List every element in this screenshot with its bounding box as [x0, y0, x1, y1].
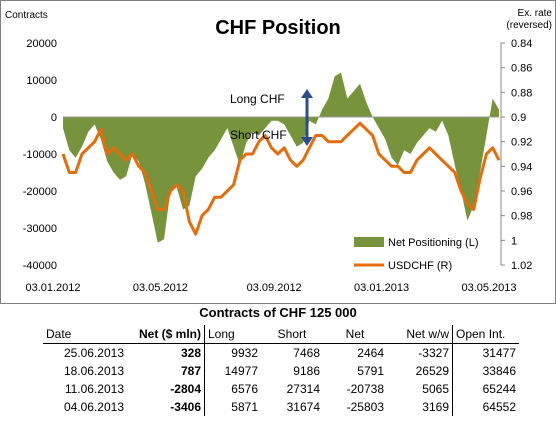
y-right-tick-label: 0.92: [511, 137, 532, 149]
y-right-tick-label: 0.94: [511, 161, 532, 173]
cell-net: 787: [127, 362, 205, 380]
header-net-ww: Net w/w: [387, 325, 453, 344]
cell-date: 18.06.2013: [63, 364, 124, 378]
y-right-tick-label: 0.88: [511, 87, 532, 99]
long-short-arrow: [301, 89, 313, 146]
net-positioning-area: [63, 72, 499, 243]
header-net: Net: [323, 325, 387, 344]
chart-svg: 20000 10000 0 -10000 -20000 -30000 -40000 0.84…: [5, 8, 552, 294]
x-tick-label: 03.01.2012: [25, 282, 80, 294]
cell-netc: -20738: [346, 382, 384, 396]
cell-netww: 26529: [387, 362, 453, 380]
usdchf-line: [61, 121, 501, 236]
header-short: Short: [261, 325, 323, 344]
legend-swatch-area: [354, 237, 384, 247]
y-right-tick-label: 1.02: [511, 260, 532, 272]
legend-label-net: Net Positioning (L): [388, 237, 479, 249]
cell-net: -2804: [127, 380, 205, 398]
y-left-tick-label: 10000: [26, 75, 57, 87]
cell-long: 6576: [231, 382, 258, 396]
cell-netww: 5065: [387, 380, 453, 398]
chart-area: 20000 10000 0 -10000 -20000 -30000 -40000 0.84…: [0, 0, 556, 304]
y-right-tick-label: 0.86: [511, 63, 532, 75]
y-axis-right-label: Ex. rate (reversed): [506, 8, 552, 31]
y-left-tick-label: -40000: [23, 260, 57, 272]
y-right-tick-label: 0.9: [511, 112, 526, 124]
cell-date: 04.06.2013: [63, 400, 124, 414]
y-right-tick-label: 0.84: [511, 38, 532, 50]
short-chf-label: Short CHF: [230, 128, 287, 142]
cell-long: 9932: [231, 346, 258, 360]
table-row: 11.06.2013 -2804 6576 27314 -20738 5065 65244: [43, 380, 519, 398]
long-chf-label: Long CHF: [230, 92, 285, 106]
cell-date: 11.06.2013: [64, 382, 124, 396]
chart-title: CHF Position: [215, 17, 341, 39]
cell-date: 25.06.2013: [63, 346, 124, 360]
legend: Net Positioning (L) USDCHF (R): [354, 237, 479, 272]
y-left-tick-label: -10000: [23, 149, 57, 161]
table-row: 18.06.2013 787 14977 9186 5791 26529 33846: [43, 362, 519, 380]
cell-oi: 65244: [482, 382, 516, 396]
y-left-tick-label: -20000: [23, 186, 57, 198]
cell-oi: 31477: [482, 346, 516, 360]
cell-short: 9186: [293, 364, 320, 378]
y-left-tick-label: 0: [51, 112, 57, 124]
y-axis-left-label: Contracts: [5, 10, 48, 21]
y-right-tick-label: 0.96: [511, 186, 532, 198]
cell-net: -3406: [127, 398, 205, 416]
table-row: 25.06.2013 328 9932 7468 2464 -3327 31477: [43, 343, 519, 362]
x-tick-label: 03.01.2013: [354, 282, 409, 294]
table-row: 04.06.2013 -3406 5871 31674 -25803 3169 64552: [43, 398, 519, 416]
y-right-tick-label: 0.98: [511, 211, 532, 223]
cell-netc: 5791: [357, 364, 384, 378]
x-tick-label: 03.09.2012: [247, 282, 302, 294]
cell-long: 14977: [224, 364, 258, 378]
y-left-tick-label: 20000: [26, 38, 57, 50]
positions-table: Date Net ($ mln) Long Short Net Net w/w …: [43, 325, 519, 416]
y-right-tick-label: 1: [511, 235, 517, 247]
x-tick-label: 03.05.2013: [461, 282, 516, 294]
cell-netc: -25803: [346, 400, 384, 414]
cell-netww: 3169: [387, 398, 453, 416]
table-title: Contracts of CHF 125 000: [199, 305, 357, 320]
cell-netc: 2464: [357, 346, 384, 360]
header-open-int: Open Int.: [452, 325, 519, 344]
header-net-usd: Net ($ mln): [127, 325, 205, 344]
cell-long: 5871: [231, 400, 258, 414]
x-tick-label: 03.05.2012: [133, 282, 188, 294]
table-header-row: Date Net ($ mln) Long Short Net Net w/w …: [43, 325, 519, 344]
cell-short: 27314: [286, 382, 320, 396]
cell-short: 7468: [293, 346, 320, 360]
y-left-tick-label: -30000: [23, 223, 57, 235]
cell-oi: 33846: [482, 364, 516, 378]
cell-short: 31674: [286, 400, 320, 414]
header-long: Long: [204, 325, 261, 344]
header-date: Date: [43, 325, 127, 344]
cell-oi: 64552: [482, 400, 516, 414]
legend-label-usdchf: USDCHF (R): [388, 260, 452, 272]
cell-net: 328: [127, 343, 205, 362]
cell-netww: -3327: [387, 343, 453, 362]
